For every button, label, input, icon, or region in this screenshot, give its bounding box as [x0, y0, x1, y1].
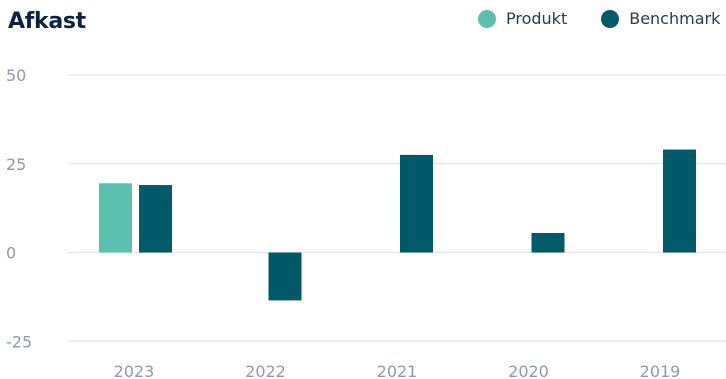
x-tick-label: 2022 — [245, 362, 286, 379]
y-axis-ticks: 50 25 0 -25 — [6, 66, 32, 351]
bars — [99, 149, 696, 301]
bar-produkt-2023[interactable] — [99, 183, 132, 253]
bar-benchmark-2020[interactable] — [531, 232, 565, 253]
y-tick-label: 50 — [6, 66, 26, 85]
x-tick-label: 2023 — [114, 362, 155, 379]
x-axis-ticks: 2023 2022 2021 2020 2019 — [114, 362, 681, 379]
x-tick-label: 2019 — [640, 362, 681, 379]
bar-benchmark-2022[interactable] — [268, 252, 302, 301]
x-tick-label: 2020 — [508, 362, 549, 379]
y-tick-label: 25 — [6, 155, 26, 174]
legend-swatch-benchmark — [601, 9, 620, 28]
legend: Produkt Benchmark — [478, 9, 726, 28]
bar-benchmark-2021[interactable] — [400, 154, 433, 253]
y-tick-label: 0 — [6, 244, 16, 263]
legend-item-produkt[interactable]: Produkt — [478, 9, 567, 28]
x-tick-label: 2021 — [377, 362, 418, 379]
bar-benchmark-2019[interactable] — [663, 149, 696, 253]
y-tick-label: -25 — [6, 332, 32, 351]
bar-benchmark-2023[interactable] — [139, 185, 172, 253]
chart-title: Afkast — [8, 9, 86, 34]
legend-item-benchmark[interactable]: Benchmark — [601, 9, 720, 28]
legend-label-benchmark: Benchmark — [629, 9, 721, 28]
legend-label-produkt: Produkt — [506, 9, 568, 28]
grid — [68, 74, 726, 342]
legend-swatch-produkt — [478, 9, 496, 28]
